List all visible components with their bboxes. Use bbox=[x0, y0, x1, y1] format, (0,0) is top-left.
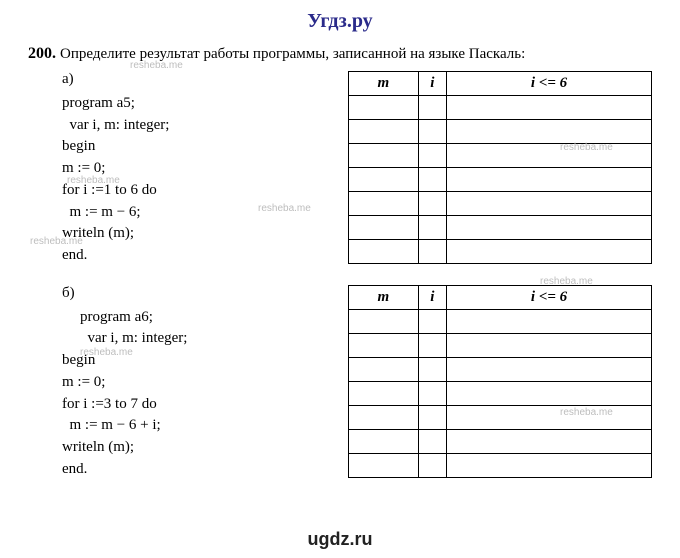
table-row bbox=[349, 357, 652, 381]
table-row bbox=[349, 453, 652, 477]
trace-table-b: m i i <= 6 bbox=[348, 285, 652, 478]
trace-table-a-wrap: m i i <= 6 bbox=[348, 69, 652, 267]
code-line: for i :=3 to 7 do bbox=[62, 394, 328, 416]
problem-statement: 200. Определите результат работы програм… bbox=[28, 45, 652, 63]
table-row bbox=[349, 216, 652, 240]
table-row bbox=[349, 381, 652, 405]
trace-table-b-wrap: m i i <= 6 bbox=[348, 283, 652, 481]
code-line: begin bbox=[62, 350, 328, 372]
table-row bbox=[349, 168, 652, 192]
table-row bbox=[349, 333, 652, 357]
section-b: б) program a6; var i, m: integer; begin … bbox=[28, 283, 652, 481]
col-i: i bbox=[418, 285, 446, 309]
code-line: program a5; bbox=[62, 93, 328, 115]
section-label-b: б) bbox=[62, 283, 328, 305]
code-block-a: а) program a5; var i, m: integer; begin … bbox=[28, 69, 328, 267]
table-row bbox=[349, 309, 652, 333]
site-header: Угдз.ру bbox=[28, 10, 652, 33]
col-i: i bbox=[418, 72, 446, 96]
table-row bbox=[349, 96, 652, 120]
code-block-b: б) program a6; var i, m: integer; begin … bbox=[28, 283, 328, 481]
site-footer: ugdz.ru bbox=[0, 529, 680, 550]
code-line: writeln (m); bbox=[62, 437, 328, 459]
table-row bbox=[349, 405, 652, 429]
code-line: program a6; bbox=[62, 307, 328, 329]
table-row bbox=[349, 240, 652, 264]
section-label-a: а) bbox=[62, 69, 328, 91]
code-line: var i, m: integer; bbox=[62, 115, 328, 137]
code-line: m := 0; bbox=[62, 158, 328, 180]
code-line: writeln (m); bbox=[62, 223, 328, 245]
problem-number: 200. bbox=[28, 45, 56, 62]
code-line: for i :=1 to 6 do bbox=[62, 180, 328, 202]
col-cond: i <= 6 bbox=[447, 285, 652, 309]
code-line: end. bbox=[62, 459, 328, 481]
table-row bbox=[349, 144, 652, 168]
table-header-row: m i i <= 6 bbox=[349, 285, 652, 309]
section-a: а) program a5; var i, m: integer; begin … bbox=[28, 69, 652, 267]
code-line: end. bbox=[62, 245, 328, 267]
table-row bbox=[349, 120, 652, 144]
code-line: var i, m: integer; bbox=[62, 328, 328, 350]
table-row bbox=[349, 192, 652, 216]
table-header-row: m i i <= 6 bbox=[349, 72, 652, 96]
trace-table-a: m i i <= 6 bbox=[348, 71, 652, 264]
code-line: begin bbox=[62, 136, 328, 158]
col-m: m bbox=[349, 285, 419, 309]
col-m: m bbox=[349, 72, 419, 96]
problem-text: Определите результат работы программы, з… bbox=[60, 46, 525, 62]
code-line: m := m − 6; bbox=[62, 202, 328, 224]
table-row bbox=[349, 429, 652, 453]
col-cond: i <= 6 bbox=[447, 72, 652, 96]
code-line: m := m − 6 + i; bbox=[62, 415, 328, 437]
code-line: m := 0; bbox=[62, 372, 328, 394]
